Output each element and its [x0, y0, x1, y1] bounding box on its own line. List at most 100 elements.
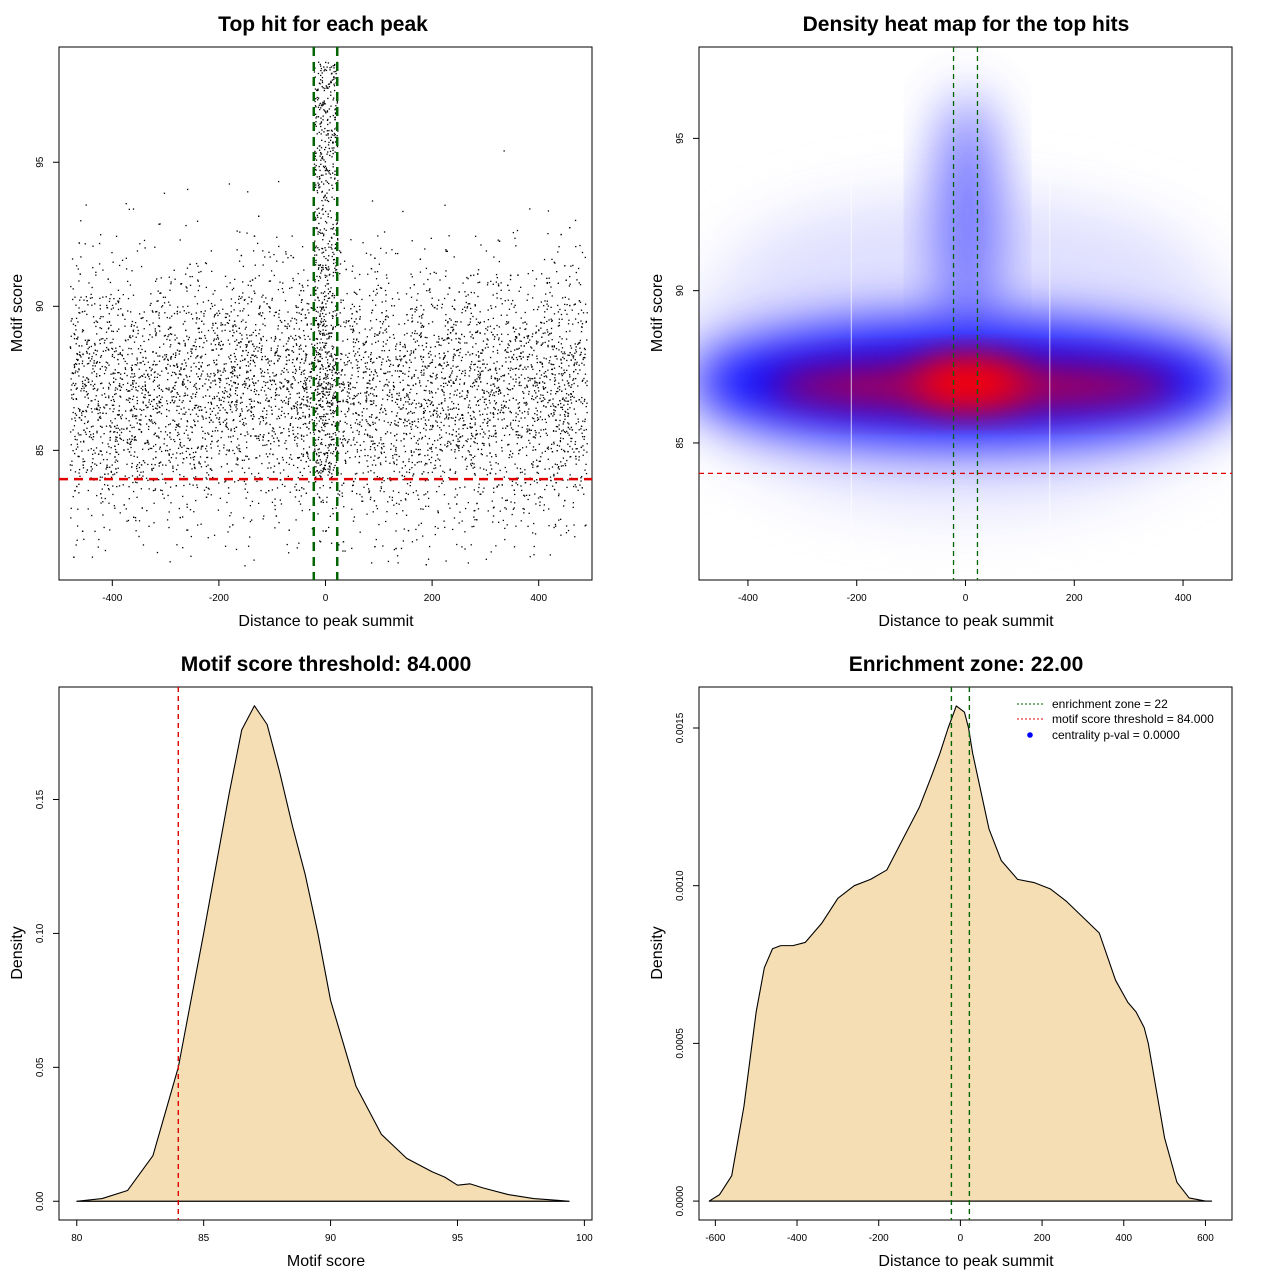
data-point: [135, 336, 137, 338]
data-point: [583, 493, 585, 495]
data-point: [273, 431, 275, 433]
data-point: [390, 421, 393, 424]
data-point: [170, 391, 172, 393]
data-point: [295, 417, 297, 419]
data-point: [438, 416, 441, 418]
data-point: [519, 355, 522, 358]
data-point: [205, 262, 208, 265]
data-point: [273, 253, 275, 256]
data-point: [553, 346, 555, 348]
data-point: [560, 367, 563, 369]
data-point: [240, 396, 242, 399]
data-point: [173, 312, 176, 315]
data-point: [496, 361, 498, 363]
data-point: [478, 410, 481, 412]
data-point: [88, 346, 90, 348]
data-point: [497, 390, 500, 393]
data-point: [268, 400, 270, 403]
data-point: [558, 246, 560, 248]
data-point: [539, 361, 541, 363]
data-point: [487, 309, 489, 311]
data-point: [416, 461, 418, 464]
data-point: [174, 385, 176, 387]
data-point: [164, 312, 166, 314]
data-point: [96, 430, 98, 432]
data-point: [243, 480, 246, 483]
data-point: [313, 466, 315, 468]
data-point: [392, 334, 395, 336]
data-point: [396, 463, 398, 466]
data-point: [266, 456, 269, 458]
data-point: [377, 235, 379, 237]
data-point: [391, 499, 393, 501]
data-point: [111, 464, 113, 466]
data-point: [193, 385, 195, 388]
data-point: [206, 456, 208, 459]
data-point: [290, 384, 292, 386]
data-point: [369, 445, 372, 448]
data-point: [75, 544, 77, 546]
data-point: [216, 363, 218, 365]
data-point: [403, 355, 405, 358]
data-point: [358, 332, 361, 334]
data-point: [499, 392, 502, 394]
data-point: [547, 331, 549, 333]
data-point: [326, 501, 328, 503]
data-point: [495, 455, 497, 458]
data-point: [564, 418, 566, 421]
data-point: [382, 332, 384, 334]
data-point: [304, 417, 306, 419]
data-point: [468, 404, 470, 406]
data-point: [366, 460, 368, 462]
data-point: [414, 308, 416, 310]
data-point: [71, 397, 73, 399]
data-point: [409, 391, 411, 394]
data-point: [557, 341, 560, 343]
data-point: [458, 337, 460, 340]
data-point: [385, 316, 387, 318]
data-point: [86, 363, 89, 365]
data-point: [95, 395, 97, 397]
data-point: [382, 345, 385, 347]
data-point: [180, 368, 182, 370]
data-point: [500, 404, 503, 406]
data-point: [158, 325, 161, 328]
data-point: [193, 362, 195, 364]
data-point: [207, 487, 209, 489]
data-point: [281, 456, 284, 459]
data-point: [124, 410, 127, 412]
data-point: [385, 372, 387, 374]
data-point: [347, 388, 350, 390]
data-point: [222, 371, 224, 373]
data-point: [117, 300, 119, 302]
data-point: [535, 431, 537, 434]
data-point: [79, 475, 81, 477]
data-point: [249, 363, 251, 365]
data-point: [307, 465, 310, 467]
data-point: [430, 237, 432, 239]
data-point: [177, 447, 180, 449]
data-point: [450, 339, 453, 341]
data-point: [109, 281, 112, 284]
data-point: [493, 362, 495, 364]
data-point: [542, 387, 545, 390]
data-point: [417, 494, 419, 496]
data-point: [241, 467, 244, 469]
data-point: [157, 373, 159, 375]
data-point: [112, 485, 114, 487]
data-point: [500, 289, 502, 291]
data-point: [129, 284, 132, 286]
data-point: [398, 455, 400, 458]
data-point: [423, 398, 425, 401]
data-point: [550, 286, 552, 288]
data-point: [123, 428, 125, 430]
data-point: [189, 453, 191, 456]
data-point: [525, 454, 528, 457]
data-point: [318, 315, 321, 317]
data-point: [322, 501, 324, 504]
data-point: [573, 363, 575, 366]
data-point: [105, 369, 107, 371]
data-point: [405, 492, 407, 494]
data-point: [422, 326, 424, 328]
data-point: [559, 414, 561, 416]
